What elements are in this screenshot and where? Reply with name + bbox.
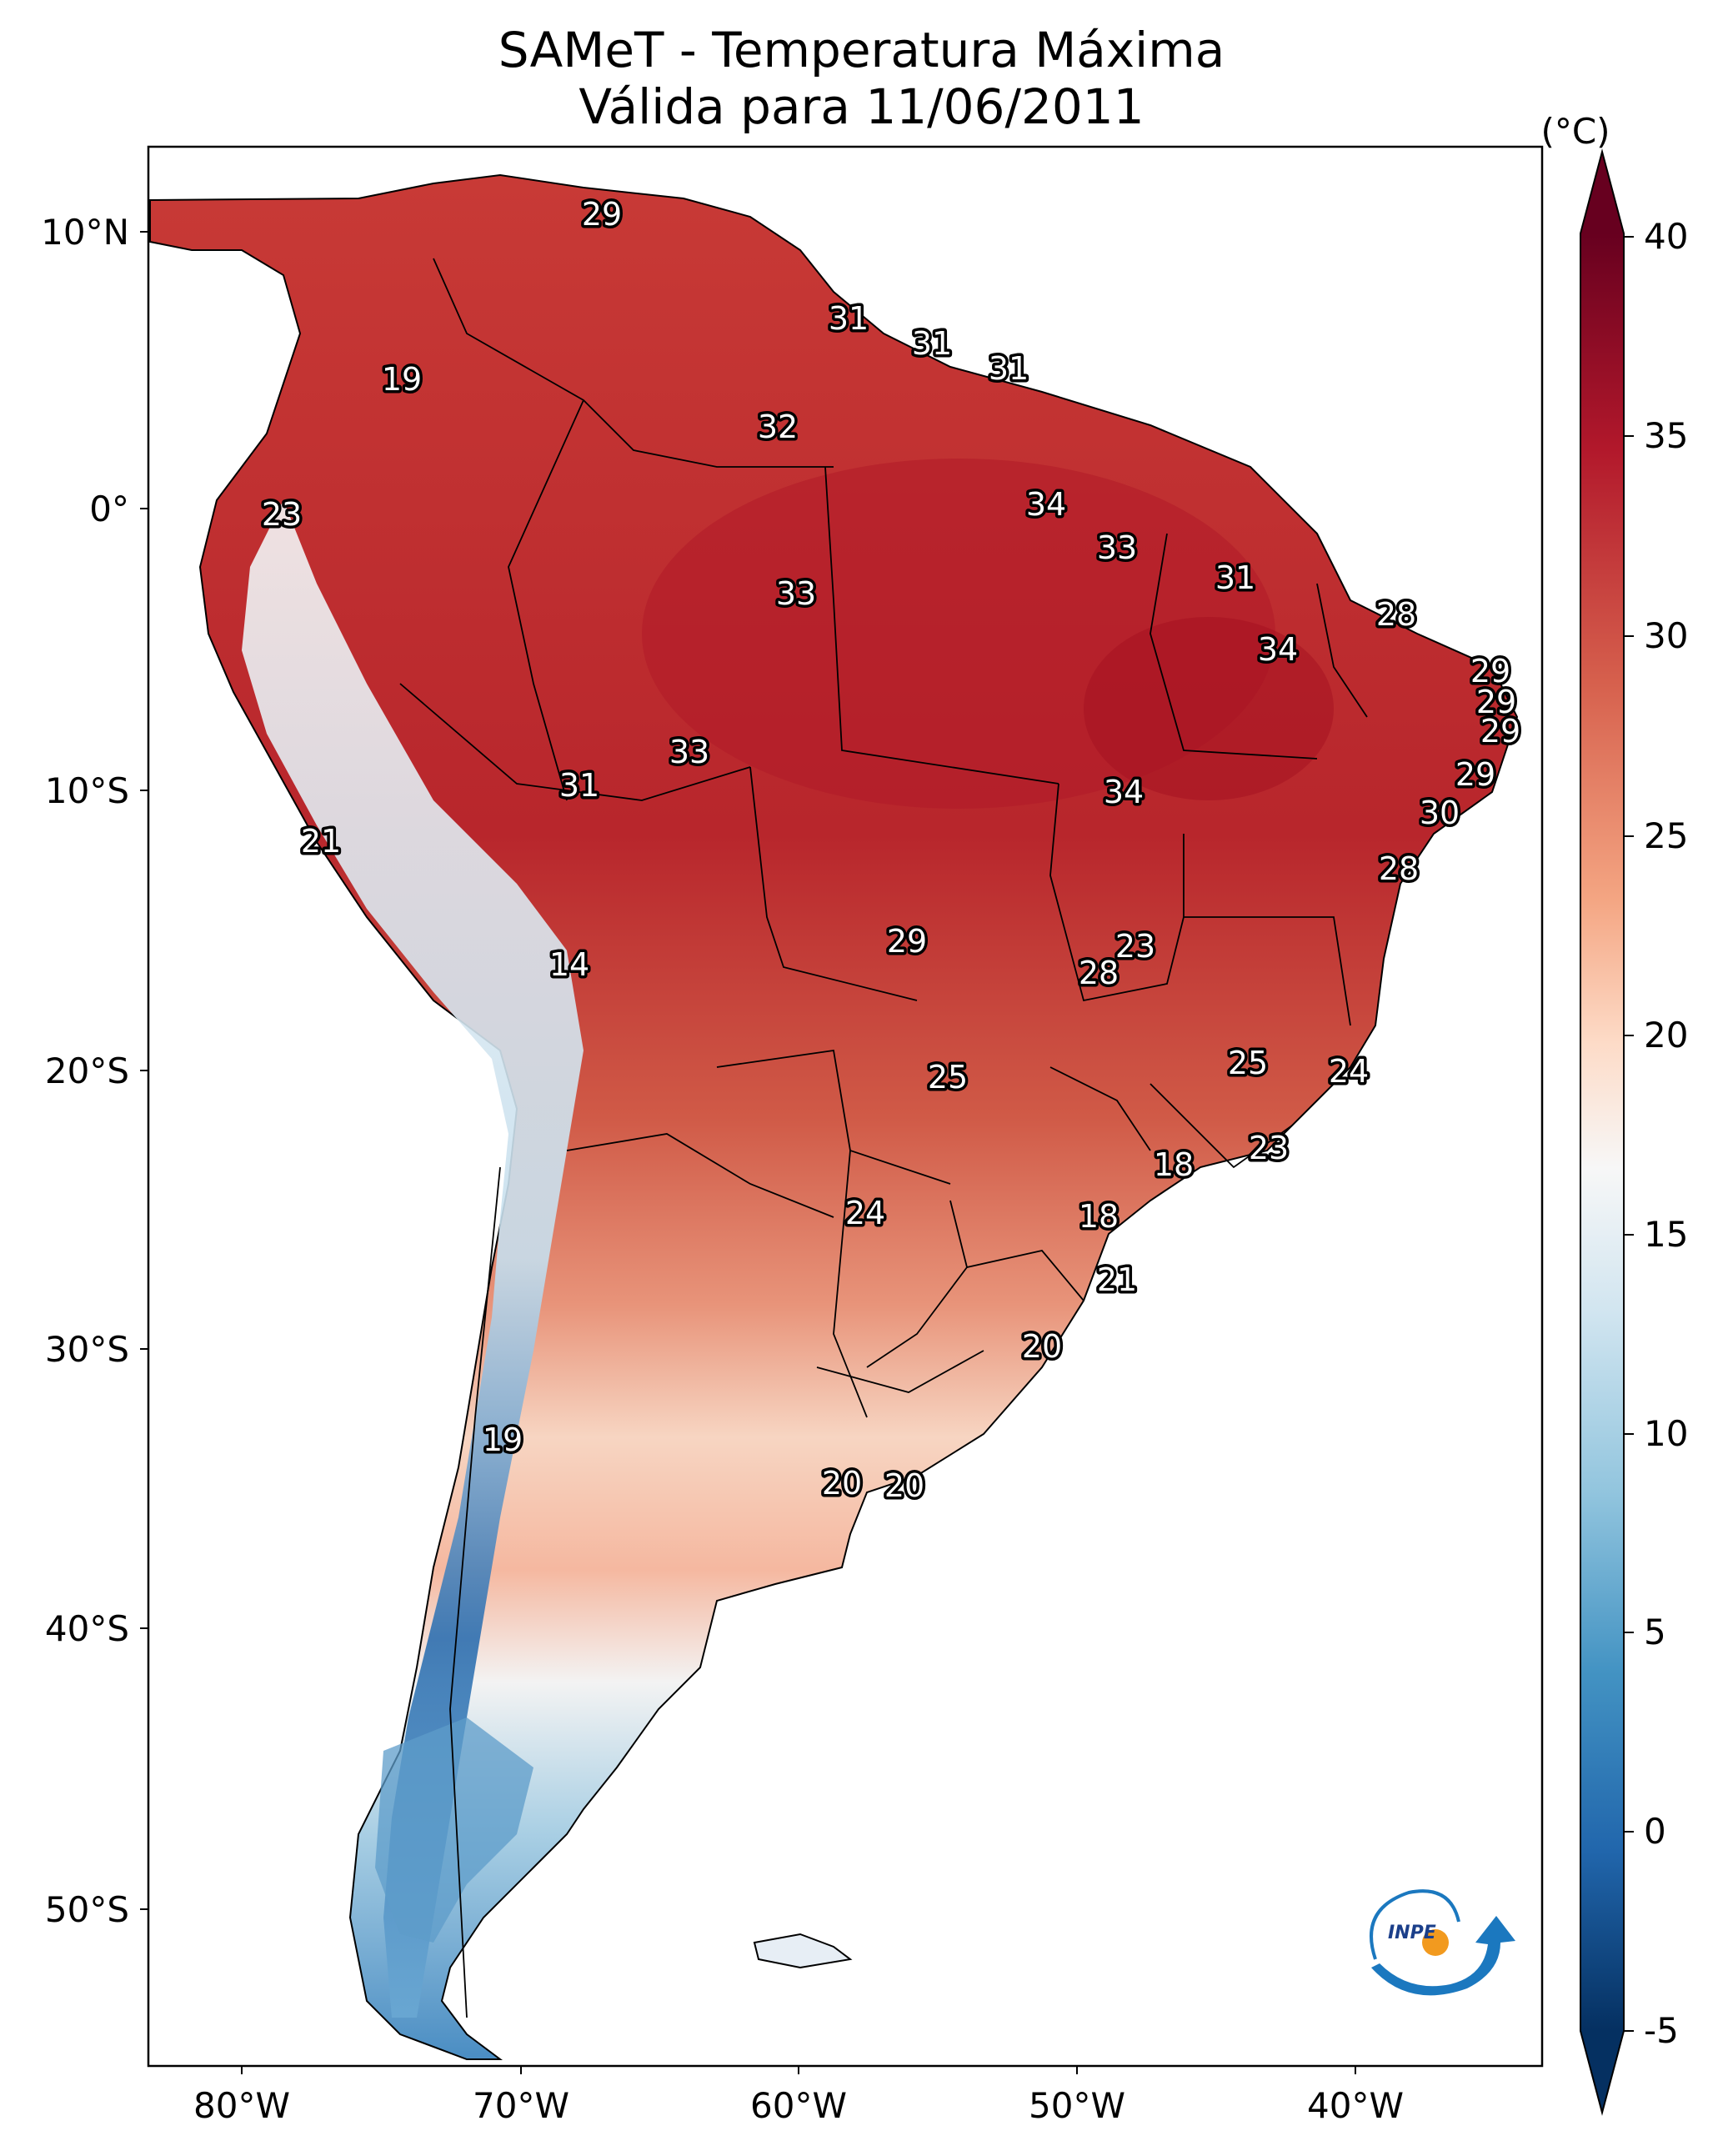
colorbar-unit: (°C): [1540, 111, 1610, 152]
lon-tick-label: 50°W: [1029, 2085, 1125, 2126]
station-value: 23: [1249, 1130, 1289, 1166]
station-value: 18: [1079, 1198, 1119, 1235]
colorbar-tick-label: 5: [1644, 1612, 1666, 1652]
station-value: 33: [776, 575, 816, 612]
lat-tick-label: 50°S: [45, 1889, 129, 1930]
station-value: 21: [1097, 1261, 1137, 1298]
station-value: 33: [669, 734, 709, 770]
station-value: 33: [1097, 529, 1137, 566]
country-borders: [399, 258, 1368, 2018]
colorbar-tick-label: 10: [1644, 1413, 1688, 1454]
station-value: 19: [382, 361, 422, 398]
station-value: 20: [884, 1467, 924, 1504]
station-value: 29: [1455, 756, 1495, 793]
station-value: 34: [1258, 631, 1298, 668]
station-value: 24: [1329, 1053, 1369, 1090]
longitude-axis: 80°W 70°W 60°W 50°W 40°W: [193, 2066, 1404, 2126]
station-value: 29: [582, 196, 622, 233]
temperature-field: [148, 147, 1542, 2066]
lat-tick-label: 30°S: [45, 1329, 129, 1370]
station-value: 29: [1470, 653, 1510, 689]
colorbar: (°C) 40 35 30 25 20 15 10 5 0 -5: [1540, 111, 1688, 2116]
station-value: 34: [1026, 486, 1066, 523]
station-value: 31: [912, 325, 952, 362]
station-value: 29: [887, 923, 927, 960]
station-value: 34: [1104, 774, 1144, 810]
lon-tick-label: 80°W: [193, 2085, 290, 2126]
lat-tick-label: 10°N: [41, 212, 129, 253]
station-value: 20: [822, 1465, 862, 1502]
northeast-hot-core: [1084, 617, 1334, 800]
map-border: [147, 145, 1544, 2068]
station-value: 20: [1022, 1328, 1062, 1365]
lat-tick-label: 0°: [89, 489, 129, 529]
falkland-islands: [753, 1933, 853, 1969]
station-value: 31: [989, 350, 1029, 387]
lon-tick-label: 60°W: [750, 2085, 847, 2126]
colorbar-tick-label: 15: [1644, 1214, 1688, 1255]
station-value: 23: [262, 496, 302, 533]
station-value: 28: [1079, 955, 1119, 991]
latitude-axis: 10°N 0° 10°S 20°S 30°S 40°S 50°S: [41, 212, 148, 1930]
station-value: 31: [559, 767, 599, 804]
station-value: 21: [301, 823, 341, 860]
station-labels: 29 19 31 31 31 32 23 34 33 33 31 28 34 2…: [258, 193, 1523, 1507]
station-value: 19: [483, 1421, 523, 1458]
colorbar-tick-label: 30: [1644, 615, 1688, 656]
station-value: 25: [928, 1059, 968, 1096]
map-title-line1: SAMeT - Temperatura Máxima: [498, 22, 1225, 78]
lat-tick-label: 10°S: [45, 770, 129, 811]
colorbar-tick-label: 0: [1644, 1811, 1666, 1852]
colorbar-outline: [1580, 148, 1625, 2116]
station-value: 28: [1376, 596, 1416, 633]
map-title-line2: Válida para 11/06/2011: [579, 78, 1144, 135]
colorbar-tick-label: 25: [1644, 815, 1688, 856]
station-value: 30: [1420, 795, 1460, 831]
inpe-logo: INPE: [1370, 1889, 1515, 1996]
colorbar-tick-label: 40: [1644, 216, 1688, 257]
station-value: 32: [758, 409, 798, 445]
andes-cool-band: [242, 500, 584, 2018]
station-value: 29: [1480, 713, 1520, 750]
patagonia-cold-area: [375, 1717, 533, 1943]
lon-tick-label: 70°W: [473, 2085, 569, 2126]
station-value: 14: [549, 946, 589, 983]
colorbar-tick-label: -5: [1644, 2010, 1679, 2051]
colorbar-min-extension: [1580, 2031, 1624, 2113]
station-value: 25: [1228, 1045, 1268, 1081]
station-value: 23: [1115, 928, 1155, 965]
station-value: 28: [1379, 850, 1419, 887]
station-value: 29: [1476, 684, 1516, 720]
lat-tick-label: 20°S: [45, 1050, 129, 1091]
station-value: 18: [1154, 1146, 1194, 1183]
colorbar-tick-label: 35: [1644, 415, 1688, 456]
lon-tick-label: 40°W: [1307, 2085, 1404, 2126]
station-value: 24: [845, 1195, 885, 1231]
colorbar-max-extension: [1580, 152, 1624, 233]
colorbar-gradient: [1580, 233, 1624, 2031]
colorbar-tick-label: 20: [1644, 1015, 1688, 1055]
station-value: 31: [1215, 559, 1255, 596]
inpe-logo-text: INPE: [1388, 1923, 1436, 1943]
lat-tick-label: 40°S: [45, 1608, 129, 1649]
station-value: 31: [829, 300, 869, 337]
